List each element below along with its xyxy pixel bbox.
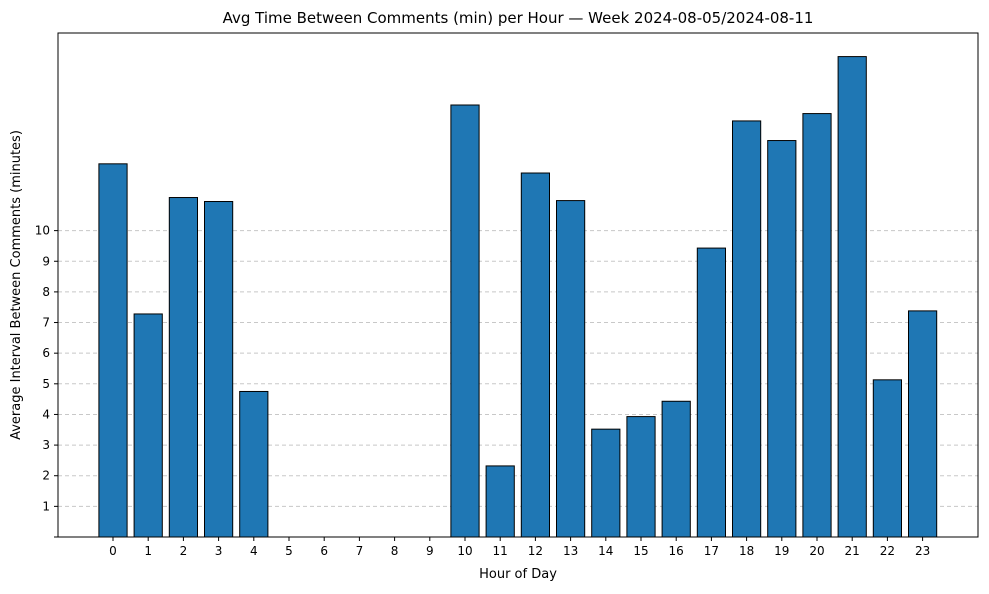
x-tick-label: 19 bbox=[774, 544, 789, 558]
bar-hour-12 bbox=[520, 172, 550, 538]
x-tick-label: 21 bbox=[845, 544, 860, 558]
bar-hour-3 bbox=[204, 201, 234, 538]
x-tick-label: 5 bbox=[285, 544, 293, 558]
bar-hour-13 bbox=[556, 200, 586, 538]
x-tick-label: 22 bbox=[880, 544, 895, 558]
y-axis-label: Average Interval Between Comments (minut… bbox=[9, 130, 24, 440]
bar-hour-20 bbox=[802, 113, 832, 538]
y-tick-label: 1 bbox=[42, 499, 50, 513]
x-axis-label: Hour of Day bbox=[479, 567, 557, 582]
bar-hour-10 bbox=[450, 104, 480, 538]
x-tick-label: 18 bbox=[739, 544, 754, 558]
x-tick-label: 11 bbox=[493, 544, 508, 558]
bar-hour-11 bbox=[485, 465, 515, 538]
y-tick-label: 2 bbox=[42, 469, 50, 483]
x-tick-label: 0 bbox=[109, 544, 117, 558]
y-tick-label: 4 bbox=[42, 407, 50, 421]
y-tick-label: 6 bbox=[42, 346, 50, 360]
x-tick-label: 23 bbox=[915, 544, 930, 558]
bar-hour-4 bbox=[239, 390, 269, 538]
bar-hour-16 bbox=[661, 400, 691, 538]
x-tick-label: 8 bbox=[391, 544, 399, 558]
bar-hour-23 bbox=[908, 310, 938, 538]
plot-frame bbox=[57, 32, 979, 538]
y-axis-ticks: 1 2 3 4 5 6 7 8 9 10 bbox=[35, 224, 58, 538]
x-tick-label: 7 bbox=[356, 544, 364, 558]
y-tick-label: 7 bbox=[42, 316, 50, 330]
y-tick-label: 3 bbox=[42, 438, 50, 452]
bar-hour-0 bbox=[98, 163, 128, 538]
y-tick-label: 9 bbox=[42, 254, 50, 268]
x-tick-label: 14 bbox=[598, 544, 613, 558]
bars bbox=[98, 56, 938, 538]
x-axis-ticks: 0 1 2 3 4 5 6 7 8 9 10 11 12 13 14 15 16 17 18 19 20 21 22 23 bbox=[109, 537, 930, 558]
bar-hour-19 bbox=[767, 140, 797, 538]
bar-hour-1 bbox=[133, 313, 163, 538]
x-tick-label: 10 bbox=[457, 544, 472, 558]
chart-title: Avg Time Between Comments (min) per Hour… bbox=[223, 9, 814, 27]
y-tick-label: 8 bbox=[42, 285, 50, 299]
y-tick-label: 10 bbox=[35, 224, 50, 238]
x-tick-label: 17 bbox=[704, 544, 719, 558]
x-tick-label: 20 bbox=[809, 544, 824, 558]
bar-hour-14 bbox=[591, 428, 621, 538]
x-tick-label: 9 bbox=[426, 544, 434, 558]
bar-hour-15 bbox=[626, 416, 656, 538]
x-tick-label: 2 bbox=[180, 544, 188, 558]
x-tick-label: 16 bbox=[669, 544, 684, 558]
bar-hour-17 bbox=[696, 247, 726, 538]
x-tick-label: 12 bbox=[528, 544, 543, 558]
y-tick-label: 5 bbox=[42, 377, 50, 391]
x-tick-label: 1 bbox=[144, 544, 152, 558]
x-tick-label: 4 bbox=[250, 544, 258, 558]
bar-hour-2 bbox=[168, 197, 199, 538]
bar-hour-22 bbox=[872, 379, 902, 538]
bar-hour-21 bbox=[837, 56, 867, 538]
x-tick-label: 6 bbox=[320, 544, 328, 558]
x-tick-label: 13 bbox=[563, 544, 578, 558]
x-tick-label: 3 bbox=[215, 544, 223, 558]
bar-hour-18 bbox=[732, 120, 762, 538]
x-tick-label: 15 bbox=[633, 544, 648, 558]
